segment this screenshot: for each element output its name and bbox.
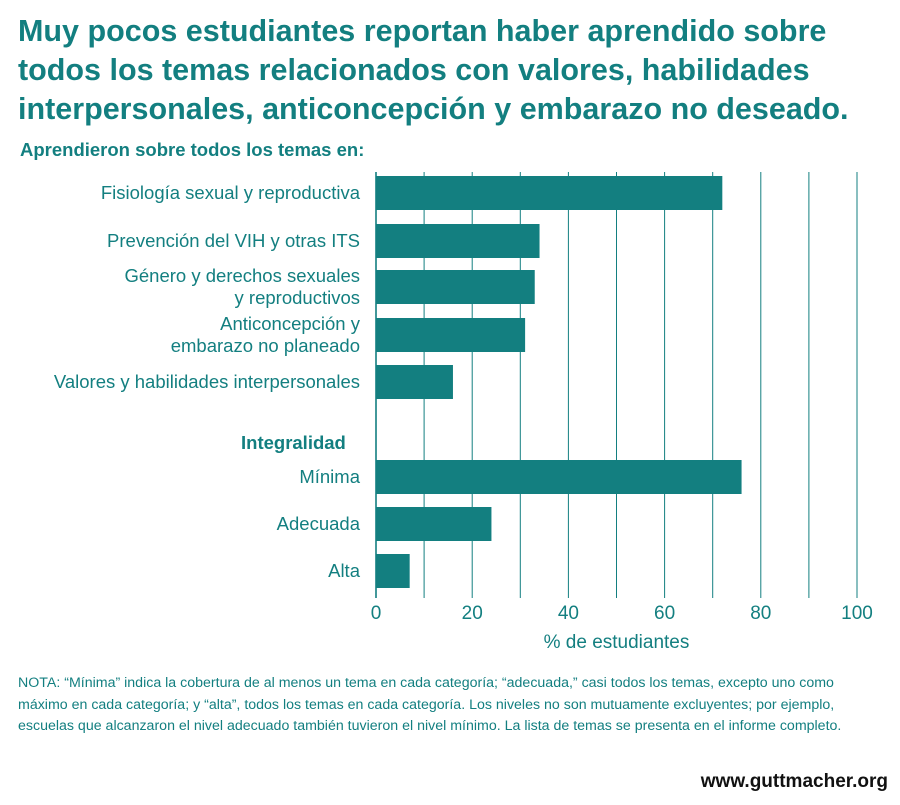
chart-title: Muy pocos estudiantes reportan haber apr… — [18, 14, 849, 126]
bar — [376, 270, 535, 304]
chart-note: NOTA: “Mínima” indica la cobertura de al… — [18, 675, 842, 734]
x-tick-label: 0 — [371, 603, 382, 624]
x-tick-label: 100 — [841, 603, 873, 624]
bar-label: Alta — [328, 560, 361, 581]
bar — [376, 460, 742, 494]
source-website[interactable]: www.guttmacher.org — [700, 771, 888, 792]
bar-label: Prevención del VIH y otras ITS — [107, 230, 360, 251]
bar-label: y reproductivos — [235, 287, 360, 308]
bar-label: Valores y habilidades interpersonales — [54, 371, 360, 392]
bar — [376, 507, 492, 541]
bar-label: embarazo no planeado — [171, 335, 360, 356]
bar — [376, 318, 526, 352]
bar-label: Adecuada — [277, 513, 361, 534]
bar — [376, 365, 453, 399]
bar-chart: Aprendieron sobre todos los temas en: Fis… — [20, 139, 873, 653]
bar-label: Fisiología sexual y reproductiva — [101, 182, 361, 203]
x-tick-label: 40 — [558, 603, 579, 624]
x-tick-label: 80 — [750, 603, 771, 624]
group-heading: Integralidad — [241, 432, 346, 453]
bar — [376, 224, 540, 258]
x-axis-label: % de estudiantes — [544, 632, 690, 653]
x-tick-label: 60 — [654, 603, 675, 624]
x-tick-label: 20 — [462, 603, 483, 624]
bar — [376, 176, 723, 210]
group-heading: Aprendieron sobre todos los temas en: — [20, 139, 364, 160]
bar-label: Mínima — [299, 466, 360, 487]
bar-label: Género y derechos sexuales — [125, 265, 361, 286]
bar — [376, 554, 410, 588]
bar-label: Anticoncepción y — [220, 313, 361, 334]
